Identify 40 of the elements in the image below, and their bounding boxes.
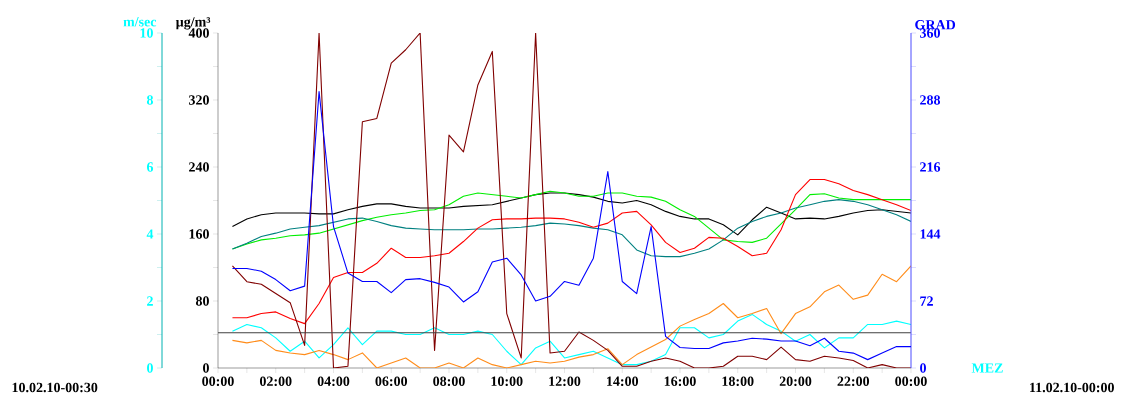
- x-tick-label: 20:00: [779, 376, 812, 387]
- y3-tick-label: 10: [140, 28, 153, 38]
- y-tick-label: 320: [189, 95, 209, 105]
- y3-axis-title: m/sec: [123, 17, 157, 27]
- x-tick-label: 04:00: [317, 376, 350, 387]
- y-tick-label: 0: [203, 363, 209, 373]
- line-series: [231, 179, 912, 325]
- y-tick-label: 400: [188, 28, 209, 38]
- y2-tick-label: 72: [920, 296, 933, 306]
- x-axis-title: MEZ: [971, 363, 1003, 373]
- x-tick-label: 10:00: [491, 376, 523, 387]
- x-tick-label: 22:00: [837, 376, 870, 387]
- y3-tick-label: 4: [146, 229, 154, 239]
- y3-tick-label: 0: [147, 363, 153, 373]
- line-series: [231, 33, 912, 368]
- x-tick-label: 14:00: [607, 376, 639, 387]
- y3-tick-label: 8: [146, 95, 154, 105]
- x-tick-label: 16:00: [664, 376, 696, 387]
- y3-tick-label: 6: [146, 162, 154, 172]
- y2-tick-label: 288: [920, 95, 941, 105]
- text: 11.02.10-00:00: [1030, 382, 1114, 393]
- y2-axis-title: GRAD: [915, 20, 956, 30]
- x-tick-label: 08:00: [433, 376, 465, 387]
- x-tick-label: 12:00: [549, 376, 581, 387]
- x-tick-label: 00:00: [895, 376, 927, 387]
- x-tick-label: 06:00: [375, 376, 408, 387]
- x-tick-label: 00:00: [202, 376, 234, 387]
- text: 10.02.10-00:30: [12, 382, 98, 393]
- y-tick-label: 160: [189, 229, 209, 239]
- y2-tick-label: 360: [920, 28, 940, 38]
- y3-tick-label: 2: [147, 296, 153, 306]
- x-tick-label: 02:00: [259, 376, 292, 387]
- y2-tick-label: 144: [920, 229, 941, 239]
- y-axis-title: µg/m³: [175, 17, 211, 30]
- x-tick-label: 18:00: [722, 376, 754, 387]
- y-tick-label: 80: [195, 296, 209, 306]
- line-series: [231, 91, 912, 361]
- y2-tick-label: 0: [920, 363, 926, 373]
- y2-tick-label: 216: [920, 162, 941, 172]
- y-tick-label: 240: [189, 162, 209, 172]
